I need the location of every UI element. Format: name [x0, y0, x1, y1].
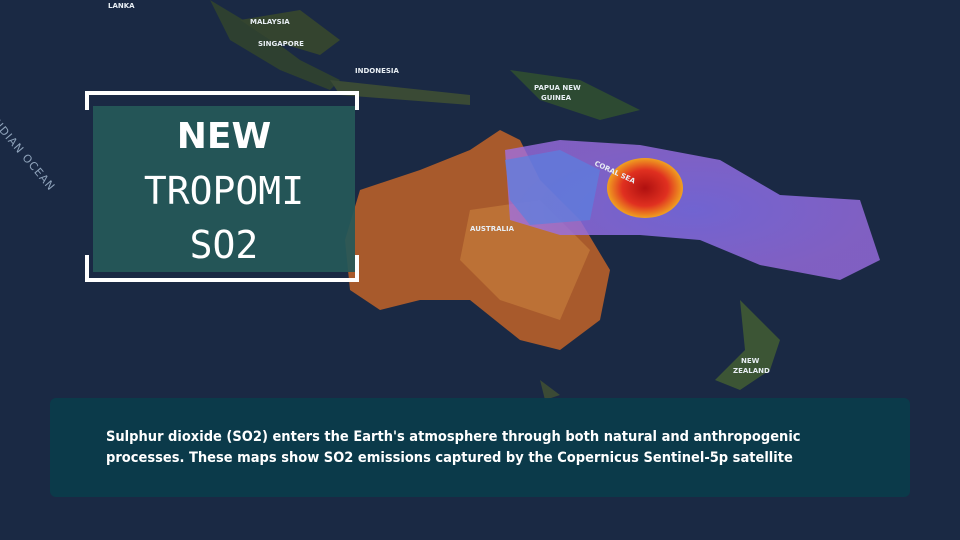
map-label: INDONESIA [355, 67, 400, 75]
so2-plume-low [505, 150, 600, 225]
map-label: GUINEA [541, 94, 572, 102]
map-label: LANKA [108, 2, 135, 10]
map-label: MALAYSIA [250, 18, 290, 26]
map-label: AUSTRALIA [470, 225, 515, 233]
so2-hotspot [607, 158, 683, 218]
title-line: NEW [176, 116, 272, 157]
caption-box: Sulphur dioxide (SO2) enters the Earth's… [50, 398, 910, 497]
land-borneo [240, 10, 340, 55]
ocean-label: INDIAN OCEAN [0, 114, 58, 194]
map-label: NEW [741, 357, 760, 365]
caption-line: Sulphur dioxide (SO2) enters the Earth's… [106, 429, 801, 445]
title-line: TROPOMI [143, 169, 305, 213]
land-sumatra [210, 0, 340, 90]
land-tasmania [540, 380, 560, 400]
map-label: ZEALAND [733, 367, 770, 375]
land-nz [715, 300, 780, 390]
caption-line: processes. These maps show SO2 emissions… [106, 450, 793, 466]
land-java [330, 80, 470, 105]
frame-brackets [85, 91, 359, 282]
title-line: SO2 [189, 223, 259, 267]
land-png [510, 70, 640, 120]
title-box: NEW TROPOMI SO2 [93, 106, 355, 272]
map-label: SINGAPORE [258, 40, 304, 48]
map-label: PAPUA NEW [534, 84, 581, 92]
